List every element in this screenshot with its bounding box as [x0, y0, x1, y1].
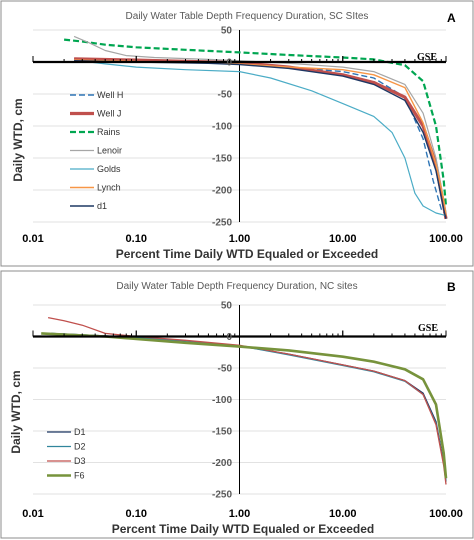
y-tick-label: -50: [218, 90, 233, 101]
x-tick-label: 0.01: [22, 233, 43, 245]
panel-b-x-axis-label: Percent Time Daily WTD Equaled or Exceed…: [112, 522, 375, 536]
legend-label: Lenoir: [97, 146, 122, 156]
y-tick-label: 0: [226, 58, 232, 69]
y-tick-label: -100: [212, 122, 232, 133]
x-tick-label: 10.00: [329, 233, 357, 245]
series-line-rains: [63, 38, 448, 207]
y-tick-label: -200: [212, 458, 232, 469]
legend-label: D1: [74, 427, 86, 437]
panel-b-x-ticks: 0.01 0.10 1.00 10.00 100.00: [22, 508, 463, 520]
legend-label: Well H: [97, 90, 123, 100]
panel-a-label: A: [447, 11, 456, 25]
panel-b-plot: [32, 305, 448, 494]
panel-a-plot: [32, 30, 448, 222]
panel-a-x-ticks: 0.01 0.10 1.00 10.00 100.00: [22, 233, 463, 245]
y-tick-label: -50: [218, 364, 233, 375]
x-tick-label: 1.00: [229, 233, 250, 245]
y-tick-label: -100: [212, 395, 232, 406]
y-tick-label: 0: [226, 332, 232, 343]
legend-label: Rains: [97, 127, 121, 137]
y-tick-label: -250: [212, 218, 232, 229]
panel-b: Daily Water Table Depth Frequency Durati…: [0, 270, 474, 539]
panel-a-frame: [0, 0, 474, 267]
x-tick-label: 100.00: [429, 508, 463, 520]
legend-label: d1: [97, 201, 107, 211]
legend-label: Lynch: [97, 183, 121, 193]
panel-a: Daily Water Table Depth Frequency Durati…: [0, 0, 474, 267]
y-tick-label: -250: [212, 490, 232, 501]
panel-b-legend: D1 D2 D3 F6: [47, 427, 86, 481]
panel-b-gse-label: GSE: [418, 323, 438, 334]
panel-b-label: B: [447, 280, 456, 294]
y-tick-label: -150: [212, 427, 232, 438]
legend-label: Well J: [97, 109, 121, 119]
x-tick-label: 1.00: [229, 508, 250, 520]
panel-a-y-axis-label: Daily WTD, cm: [11, 98, 25, 181]
x-tick-label: 10.00: [329, 508, 357, 520]
panel-b-frame: [0, 270, 474, 539]
x-tick-label: 0.10: [126, 233, 147, 245]
series-line-d3: [47, 316, 447, 485]
x-tick-label: 0.01: [22, 508, 43, 520]
panel-b-y-axis-label: Daily WTD, cm: [9, 370, 23, 453]
panel-a-x-axis-label: Percent Time Daily WTD Equaled or Exceed…: [116, 247, 379, 261]
y-tick-label: 50: [221, 301, 233, 312]
series-line-golds: [74, 59, 447, 217]
legend-label: F6: [74, 471, 85, 481]
series-line-lenoir: [73, 35, 447, 213]
panel-b-y-ticks: 50 0 -50 -100 -150 -200 -250: [212, 301, 232, 501]
panel-a-y-ticks: 50 0 -50 -100 -150 -200 -250: [212, 26, 232, 229]
series-line-f6: [41, 332, 448, 479]
panel-a-gse-label: GSE: [417, 52, 437, 63]
y-tick-label: -150: [212, 154, 232, 165]
x-tick-label: 100.00: [429, 233, 463, 245]
legend-label: D3: [74, 456, 86, 466]
panel-a-title: Daily Water Table Depth Frequency Durati…: [126, 11, 369, 22]
x-tick-label: 0.10: [126, 508, 147, 520]
legend-label: D2: [74, 442, 86, 452]
legend-label: Golds: [97, 164, 121, 174]
panel-a-legend: Well H Well J Rains Lenoir Golds Lynch d1: [70, 90, 123, 211]
panel-b-title: Daily Water Table Depth Frequency Durati…: [116, 281, 357, 292]
y-tick-label: 50: [221, 26, 233, 37]
y-tick-label: -200: [212, 186, 232, 197]
